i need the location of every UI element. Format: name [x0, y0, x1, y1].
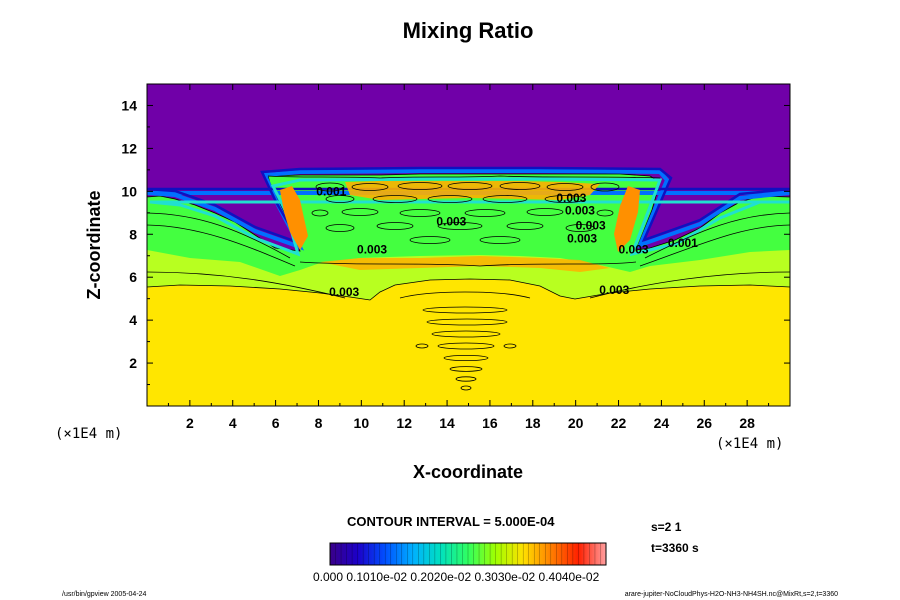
x-tick-label: 26 — [696, 415, 712, 431]
x-tick-label: 22 — [611, 415, 627, 431]
x-tick-label: 28 — [739, 415, 755, 431]
orange-core — [345, 181, 600, 200]
x-unit-label-left: (×1E4 m) — [55, 426, 122, 442]
orange-mid-ridge — [320, 256, 610, 272]
contour-label: 0.001 — [668, 236, 698, 250]
y-axis: 2 4 6 8 10 12 14 — [121, 97, 790, 386]
x-axis-label: X-coordinate — [413, 462, 523, 482]
contour-interval-text: CONTOUR INTERVAL = 5.000E-04 — [347, 514, 555, 529]
inner-cyan-band — [149, 177, 790, 257]
cone-contours — [399, 291, 531, 391]
y-tick-label: 10 — [121, 183, 137, 199]
run-info-t: t=3360 s — [651, 541, 699, 555]
y-axis-label: Z-coordinate — [84, 190, 104, 299]
x-tick-label: 2 — [186, 415, 194, 431]
yellow-lower — [147, 278, 790, 406]
y-tick-label: 12 — [121, 140, 137, 156]
contour-label: 0.003 — [329, 285, 359, 299]
contour-label: 0.003 — [576, 219, 606, 233]
y-tick-label: 8 — [129, 226, 137, 242]
contour-label: 0.003 — [567, 232, 597, 246]
x-tick-label: 12 — [396, 415, 412, 431]
footer-left: /usr/bin/gpview 2005-04-24 — [62, 591, 147, 598]
x-axis: 2 4 6 8 10 12 14 16 18 20 22 24 26 28 — [167, 84, 770, 431]
internal-contours — [147, 175, 790, 299]
contour-label: 0.001 — [316, 184, 346, 198]
contour-label: 0.003 — [436, 214, 466, 228]
colorbar-ticks — [335, 543, 601, 565]
y-tick-label: 6 — [129, 269, 137, 285]
colorbar-tick-labels: 0.000 0.1010e-02 0.2020e-02 0.3030e-02 0… — [313, 570, 600, 584]
x-tick-label: 16 — [482, 415, 498, 431]
x-tick-label: 14 — [439, 415, 455, 431]
y-tick-label: 2 — [129, 355, 137, 371]
contour-label: 0.003 — [556, 191, 586, 205]
footer-right: arare-jupiter-NoCloudPhys-H2O-NH3-NH4SH.… — [625, 591, 838, 598]
x-tick-label: 4 — [229, 415, 237, 431]
x-tick-label: 20 — [568, 415, 584, 431]
run-info-s: s=2 1 — [651, 520, 682, 534]
chart-title: Mixing Ratio — [403, 18, 534, 43]
orange-right-wall — [614, 186, 640, 252]
y-tick-label: 14 — [121, 97, 137, 113]
outer-blue-band — [147, 169, 790, 251]
x-tick-label: 6 — [272, 415, 280, 431]
contour-label: 0.003 — [619, 242, 649, 256]
x-tick-label: 18 — [525, 415, 541, 431]
outer-navy-band — [147, 166, 790, 246]
x-tick-label: 8 — [315, 415, 323, 431]
blob-contours — [311, 182, 620, 244]
orange-left-wall — [280, 186, 308, 250]
contour-label: 0.003 — [357, 242, 387, 256]
contour-field — [147, 84, 790, 406]
x-tick-label: 24 — [654, 415, 670, 431]
x-unit-label-right: (×1E4 m) — [716, 436, 783, 452]
contour-label: 0.003 — [599, 283, 629, 297]
y-tick-label: 4 — [129, 312, 137, 328]
contour-label: 0.003 — [565, 204, 595, 218]
x-tick-label: 10 — [354, 415, 370, 431]
